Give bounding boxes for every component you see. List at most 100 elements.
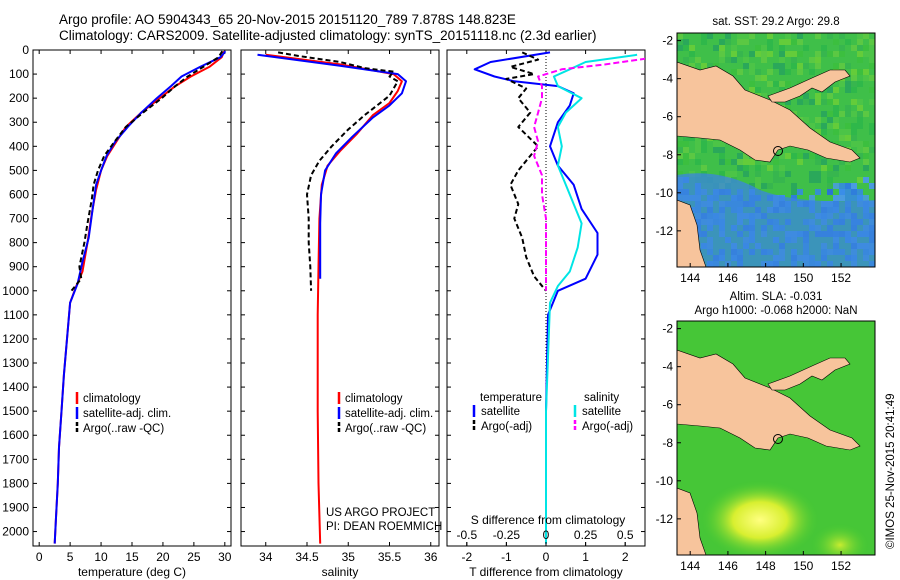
sst-cell xyxy=(689,45,695,51)
sst-cell xyxy=(797,189,803,195)
sst-cell xyxy=(701,147,707,153)
sst-cell xyxy=(815,129,821,135)
temperature-panel: 0100200300400500600700800900100011001200… xyxy=(2,43,232,579)
sla-mid-anomaly xyxy=(810,523,870,555)
sst-cell xyxy=(797,69,803,75)
sst-cell xyxy=(833,171,839,177)
sst-cell xyxy=(725,159,731,165)
map-xtick-label: 152 xyxy=(831,271,851,285)
sst-cell xyxy=(785,99,791,105)
sst-cell xyxy=(845,183,851,189)
sst-cell xyxy=(869,147,875,153)
sst-cell xyxy=(863,141,869,147)
sst-cell xyxy=(851,189,857,195)
new-guinea-land xyxy=(677,349,861,451)
sst-cell xyxy=(773,153,779,159)
sst-cell xyxy=(815,189,821,195)
sst-cell xyxy=(845,105,851,111)
sst-cell xyxy=(845,81,851,87)
sst-cell xyxy=(689,135,695,141)
sst-cell xyxy=(833,87,839,93)
sst-cell xyxy=(683,147,689,153)
sst-cell xyxy=(839,159,845,165)
series-argo-raw-qc- xyxy=(70,50,224,292)
sst-cell xyxy=(731,171,737,177)
sst-cell xyxy=(851,81,857,87)
sst-cell xyxy=(851,129,857,135)
sst-cell xyxy=(857,45,863,51)
s-tick-label: -0.5 xyxy=(456,528,477,542)
s-tick-label: -0.25 xyxy=(493,528,521,542)
legend-label-climatology: climatology xyxy=(345,393,403,405)
sst-cell xyxy=(683,39,689,45)
map-ytick-label: -2 xyxy=(662,34,673,48)
ytick-label: 700 xyxy=(9,212,29,226)
legend-label-s-argo: Argo(-adj) xyxy=(582,421,633,433)
sst-cell xyxy=(815,171,821,177)
sst-cell xyxy=(845,87,851,93)
sst-cell xyxy=(797,153,803,159)
sst-map-title: sat. SST: 29.2 Argo: 29.8 xyxy=(712,16,839,28)
series-s-satellite xyxy=(545,53,638,544)
sst-cell xyxy=(857,147,863,153)
sst-cell xyxy=(767,39,773,45)
sst-cell xyxy=(779,51,785,57)
sst-cell xyxy=(689,51,695,57)
sst-cell xyxy=(821,111,827,117)
salinity-axes-frame xyxy=(240,49,440,547)
sst-cell xyxy=(749,87,755,93)
sst-cell xyxy=(701,63,707,69)
sst-cell xyxy=(737,51,743,57)
salinity-xlabel: salinity xyxy=(322,565,359,579)
series-satellite-adj-clim- xyxy=(53,50,227,544)
sst-cell xyxy=(755,165,761,171)
sst-cell xyxy=(677,153,683,159)
sst-cell xyxy=(815,177,821,183)
s-tick-label: 0.25 xyxy=(574,528,598,542)
sst-cell xyxy=(869,57,875,63)
sst-cell xyxy=(869,129,875,135)
sst-cell xyxy=(839,129,845,135)
sst-cell xyxy=(791,57,797,63)
sst-cell xyxy=(695,159,701,165)
new-guinea-land xyxy=(677,61,861,163)
sst-cell xyxy=(845,189,851,195)
sst-cell xyxy=(863,147,869,153)
sla-high-anomaly xyxy=(700,480,820,555)
sst-cell xyxy=(719,159,725,165)
sst-cell xyxy=(857,99,863,105)
ytick-label: 600 xyxy=(9,187,29,201)
sst-cell xyxy=(785,39,791,45)
figure-title-line2: Climatology: CARS2009. Satellite-adjuste… xyxy=(59,28,597,43)
ytick-label: 1100 xyxy=(3,308,29,322)
sst-cell xyxy=(725,171,731,177)
sst-cell xyxy=(803,93,809,99)
ytick-label: 900 xyxy=(9,260,29,274)
sst-cell xyxy=(779,45,785,51)
sst-cell xyxy=(821,99,827,105)
sst-cell xyxy=(683,153,689,159)
xtick-label: 36 xyxy=(424,550,438,564)
sst-cell xyxy=(821,165,827,171)
ytick-label: 1200 xyxy=(2,332,29,346)
xtick-label: 0 xyxy=(36,550,43,564)
sst-cell xyxy=(695,57,701,63)
sst-cell xyxy=(779,153,785,159)
sst-cell xyxy=(797,63,803,69)
sst-cell xyxy=(677,171,683,177)
sst-cell xyxy=(833,117,839,123)
map-xtick-label: 148 xyxy=(756,559,776,573)
ytick-label: 1900 xyxy=(2,500,29,514)
sst-cell xyxy=(839,63,845,69)
sst-cell xyxy=(743,165,749,171)
sst-cell xyxy=(737,39,743,45)
sst-cell xyxy=(851,87,857,93)
legend-label-climatology: climatology xyxy=(83,393,141,405)
map-xtick-label: 150 xyxy=(793,559,813,573)
sst-cell xyxy=(857,81,863,87)
xtick-label: -2 xyxy=(461,550,472,564)
sst-cell xyxy=(677,159,683,165)
sst-cell xyxy=(857,153,863,159)
sst-cell xyxy=(725,39,731,45)
sst-cell xyxy=(869,75,875,81)
